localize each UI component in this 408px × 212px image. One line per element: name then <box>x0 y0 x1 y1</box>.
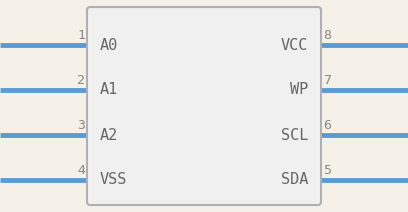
Text: SCL: SCL <box>281 127 308 142</box>
Text: 4: 4 <box>77 164 85 177</box>
Text: 8: 8 <box>323 29 331 42</box>
Text: WP: WP <box>290 82 308 98</box>
FancyBboxPatch shape <box>87 7 321 205</box>
Text: 5: 5 <box>323 164 331 177</box>
Text: A1: A1 <box>100 82 118 98</box>
Text: 2: 2 <box>77 74 85 87</box>
Text: VCC: VCC <box>281 38 308 53</box>
Text: 3: 3 <box>77 119 85 132</box>
Text: A2: A2 <box>100 127 118 142</box>
Text: VSS: VSS <box>100 173 127 187</box>
Text: SDA: SDA <box>281 173 308 187</box>
Text: A0: A0 <box>100 38 118 53</box>
Text: 7: 7 <box>323 74 331 87</box>
Text: 1: 1 <box>77 29 85 42</box>
Text: 6: 6 <box>323 119 331 132</box>
